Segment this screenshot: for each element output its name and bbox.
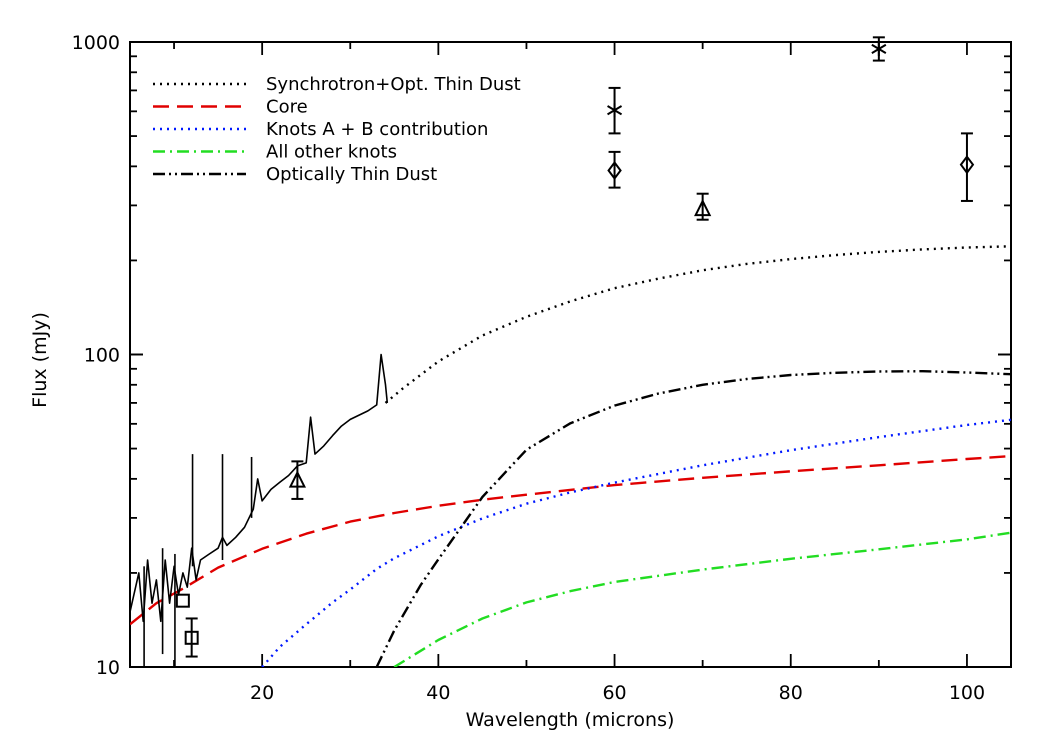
plot-points bbox=[175, 36, 975, 658]
asterisk-marker bbox=[871, 43, 887, 55]
triangle-point bbox=[694, 192, 712, 221]
x-tick-label: 80 bbox=[779, 682, 803, 704]
y-tick-label: 10 bbox=[96, 657, 120, 679]
y-tick-label: 1000 bbox=[72, 32, 120, 54]
square-marker bbox=[175, 593, 190, 608]
x-tick-label: 60 bbox=[602, 682, 626, 704]
x-tick-label: 20 bbox=[250, 682, 274, 704]
legend-label: Synchrotron+Opt. Thin Dust bbox=[266, 74, 521, 95]
series-line-0 bbox=[384, 245, 1011, 404]
square-point bbox=[175, 593, 190, 608]
y-tick-label: 100 bbox=[84, 345, 120, 367]
legend-label: All other knots bbox=[266, 142, 397, 163]
legend-label: Core bbox=[266, 97, 308, 118]
x-tick-label: 100 bbox=[949, 682, 985, 704]
diamond-point bbox=[607, 150, 622, 189]
square-point bbox=[184, 617, 199, 658]
diamond-marker bbox=[607, 160, 622, 181]
tick-marks bbox=[130, 41, 1011, 668]
plot-lines bbox=[130, 245, 1011, 667]
triangle-point bbox=[288, 460, 307, 500]
triangle-marker bbox=[694, 198, 712, 217]
tick-labels: 20 40 60 80 100 10 100 1000 bbox=[72, 32, 985, 704]
x-tick-label: 40 bbox=[426, 682, 450, 704]
square-marker bbox=[184, 630, 199, 645]
diamond-marker bbox=[959, 155, 975, 175]
triangle-marker bbox=[288, 470, 307, 488]
series-line-4 bbox=[375, 370, 1011, 667]
legend-label: Optically Thin Dust bbox=[266, 164, 437, 185]
spectrum-line bbox=[130, 353, 389, 623]
series-line-3 bbox=[393, 531, 1011, 667]
asterisk-marker bbox=[607, 105, 623, 116]
legend-label: Knots A + B contribution bbox=[266, 119, 488, 140]
y-axis-title: Flux (mJy) bbox=[29, 312, 51, 408]
series-line-2 bbox=[261, 418, 1011, 667]
asterisk-point bbox=[607, 86, 623, 135]
asterisk-point bbox=[871, 36, 887, 62]
x-axis-title: Wavelength (microns) bbox=[466, 709, 675, 731]
diamond-point bbox=[959, 132, 975, 202]
